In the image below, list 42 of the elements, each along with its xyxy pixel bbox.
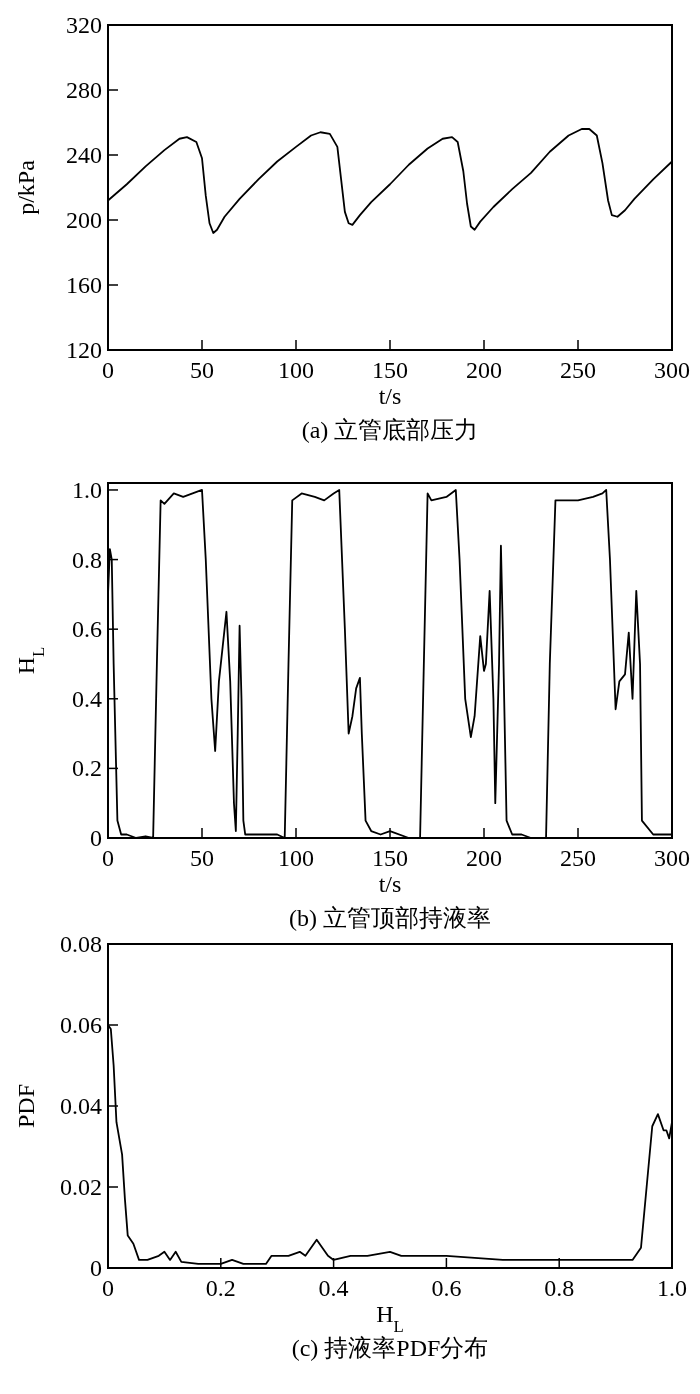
x-tick-label: 1.0 xyxy=(657,1275,687,1301)
x-tick-label: 250 xyxy=(560,357,596,383)
y-tick-label: 160 xyxy=(66,272,102,298)
y-tick-label: 0.4 xyxy=(72,685,102,712)
y-tick-label: 200 xyxy=(66,207,102,233)
x-tick-label: 200 xyxy=(466,845,502,871)
x-tick-label: 50 xyxy=(190,845,214,871)
x-tick-label: 200 xyxy=(466,357,502,383)
y-axis-title: p/kPa xyxy=(13,159,39,215)
x-axis-title: t/s xyxy=(378,871,402,897)
text: (b) 立管顶部持液率 xyxy=(289,905,491,931)
x-tick-label: 0.6 xyxy=(431,1275,462,1301)
text: (a) 立管底部压力 xyxy=(301,417,479,443)
x-tick-label: 100 xyxy=(278,357,314,383)
y-tick-label: 0 xyxy=(90,1255,102,1281)
x-tick-label: 0.8 xyxy=(544,1275,575,1301)
text: (c) 持液率PDF分布 xyxy=(291,1335,489,1361)
y-tick-label: 0.6 xyxy=(72,616,102,643)
y-tick-label: 120 xyxy=(66,337,102,363)
x-tick-label: 300 xyxy=(654,357,690,383)
x-tick-label: 150 xyxy=(372,357,408,383)
y-tick-label: 0.2 xyxy=(72,755,102,782)
x-tick-label: 0.2 xyxy=(205,1275,236,1301)
x-tick-label: 50 xyxy=(190,357,214,383)
x-tick-label: 250 xyxy=(560,845,596,871)
y-tick-label: 0.04 xyxy=(60,1093,102,1119)
y-tick-label: 0.02 xyxy=(60,1174,102,1200)
x-tick-label: 150 xyxy=(372,845,408,871)
y-tick-label: 240 xyxy=(66,142,102,168)
y-tick-label: 0.8 xyxy=(72,546,102,573)
y-axis-title: PDF xyxy=(13,1083,39,1129)
x-tick-label: 100 xyxy=(278,845,314,871)
x-axis-title: t/s xyxy=(378,383,402,409)
y-tick-label: 1.0 xyxy=(72,476,102,503)
y-tick-label: 320 xyxy=(66,12,102,38)
x-axis-title: H$_{L}$ xyxy=(376,1301,404,1336)
x-tick-label: 0.4 xyxy=(318,1275,349,1301)
y-tick-label: 0.08 xyxy=(60,931,102,957)
x-tick-label: 300 xyxy=(654,845,690,871)
y-tick-label: 0.06 xyxy=(60,1012,102,1038)
y-tick-label: 0 xyxy=(90,825,102,851)
y-tick-label: 280 xyxy=(66,77,102,103)
